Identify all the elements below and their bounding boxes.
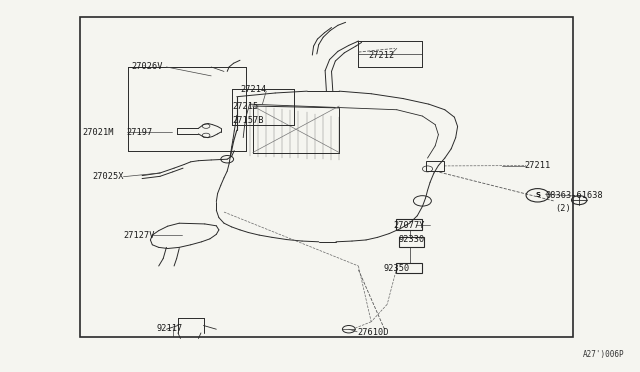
- Bar: [396, 263, 422, 273]
- Text: 27077Y: 27077Y: [393, 221, 424, 230]
- Text: 27021M: 27021M: [82, 128, 113, 137]
- Text: 27610D: 27610D: [357, 328, 388, 337]
- Text: 27157B: 27157B: [232, 116, 264, 125]
- Text: 92117: 92117: [157, 324, 183, 333]
- Text: (2): (2): [556, 204, 572, 213]
- Bar: [399, 237, 424, 247]
- Text: 92330: 92330: [398, 235, 424, 244]
- Text: A27')006P: A27')006P: [582, 350, 624, 359]
- Bar: [80, 17, 573, 337]
- Bar: [396, 219, 422, 230]
- Text: 27211: 27211: [525, 161, 551, 170]
- Text: 27214: 27214: [240, 85, 266, 94]
- Text: 27026V: 27026V: [131, 62, 163, 71]
- Text: 27025X: 27025X: [93, 172, 124, 181]
- Bar: [426, 161, 444, 171]
- Text: 27215: 27215: [232, 102, 259, 110]
- Text: 08363-61638: 08363-61638: [545, 191, 603, 200]
- Text: S: S: [535, 192, 540, 198]
- Text: 27212: 27212: [368, 51, 394, 60]
- Text: 92350: 92350: [384, 264, 410, 273]
- Text: 27127V: 27127V: [124, 231, 155, 240]
- Text: 27197: 27197: [127, 128, 153, 137]
